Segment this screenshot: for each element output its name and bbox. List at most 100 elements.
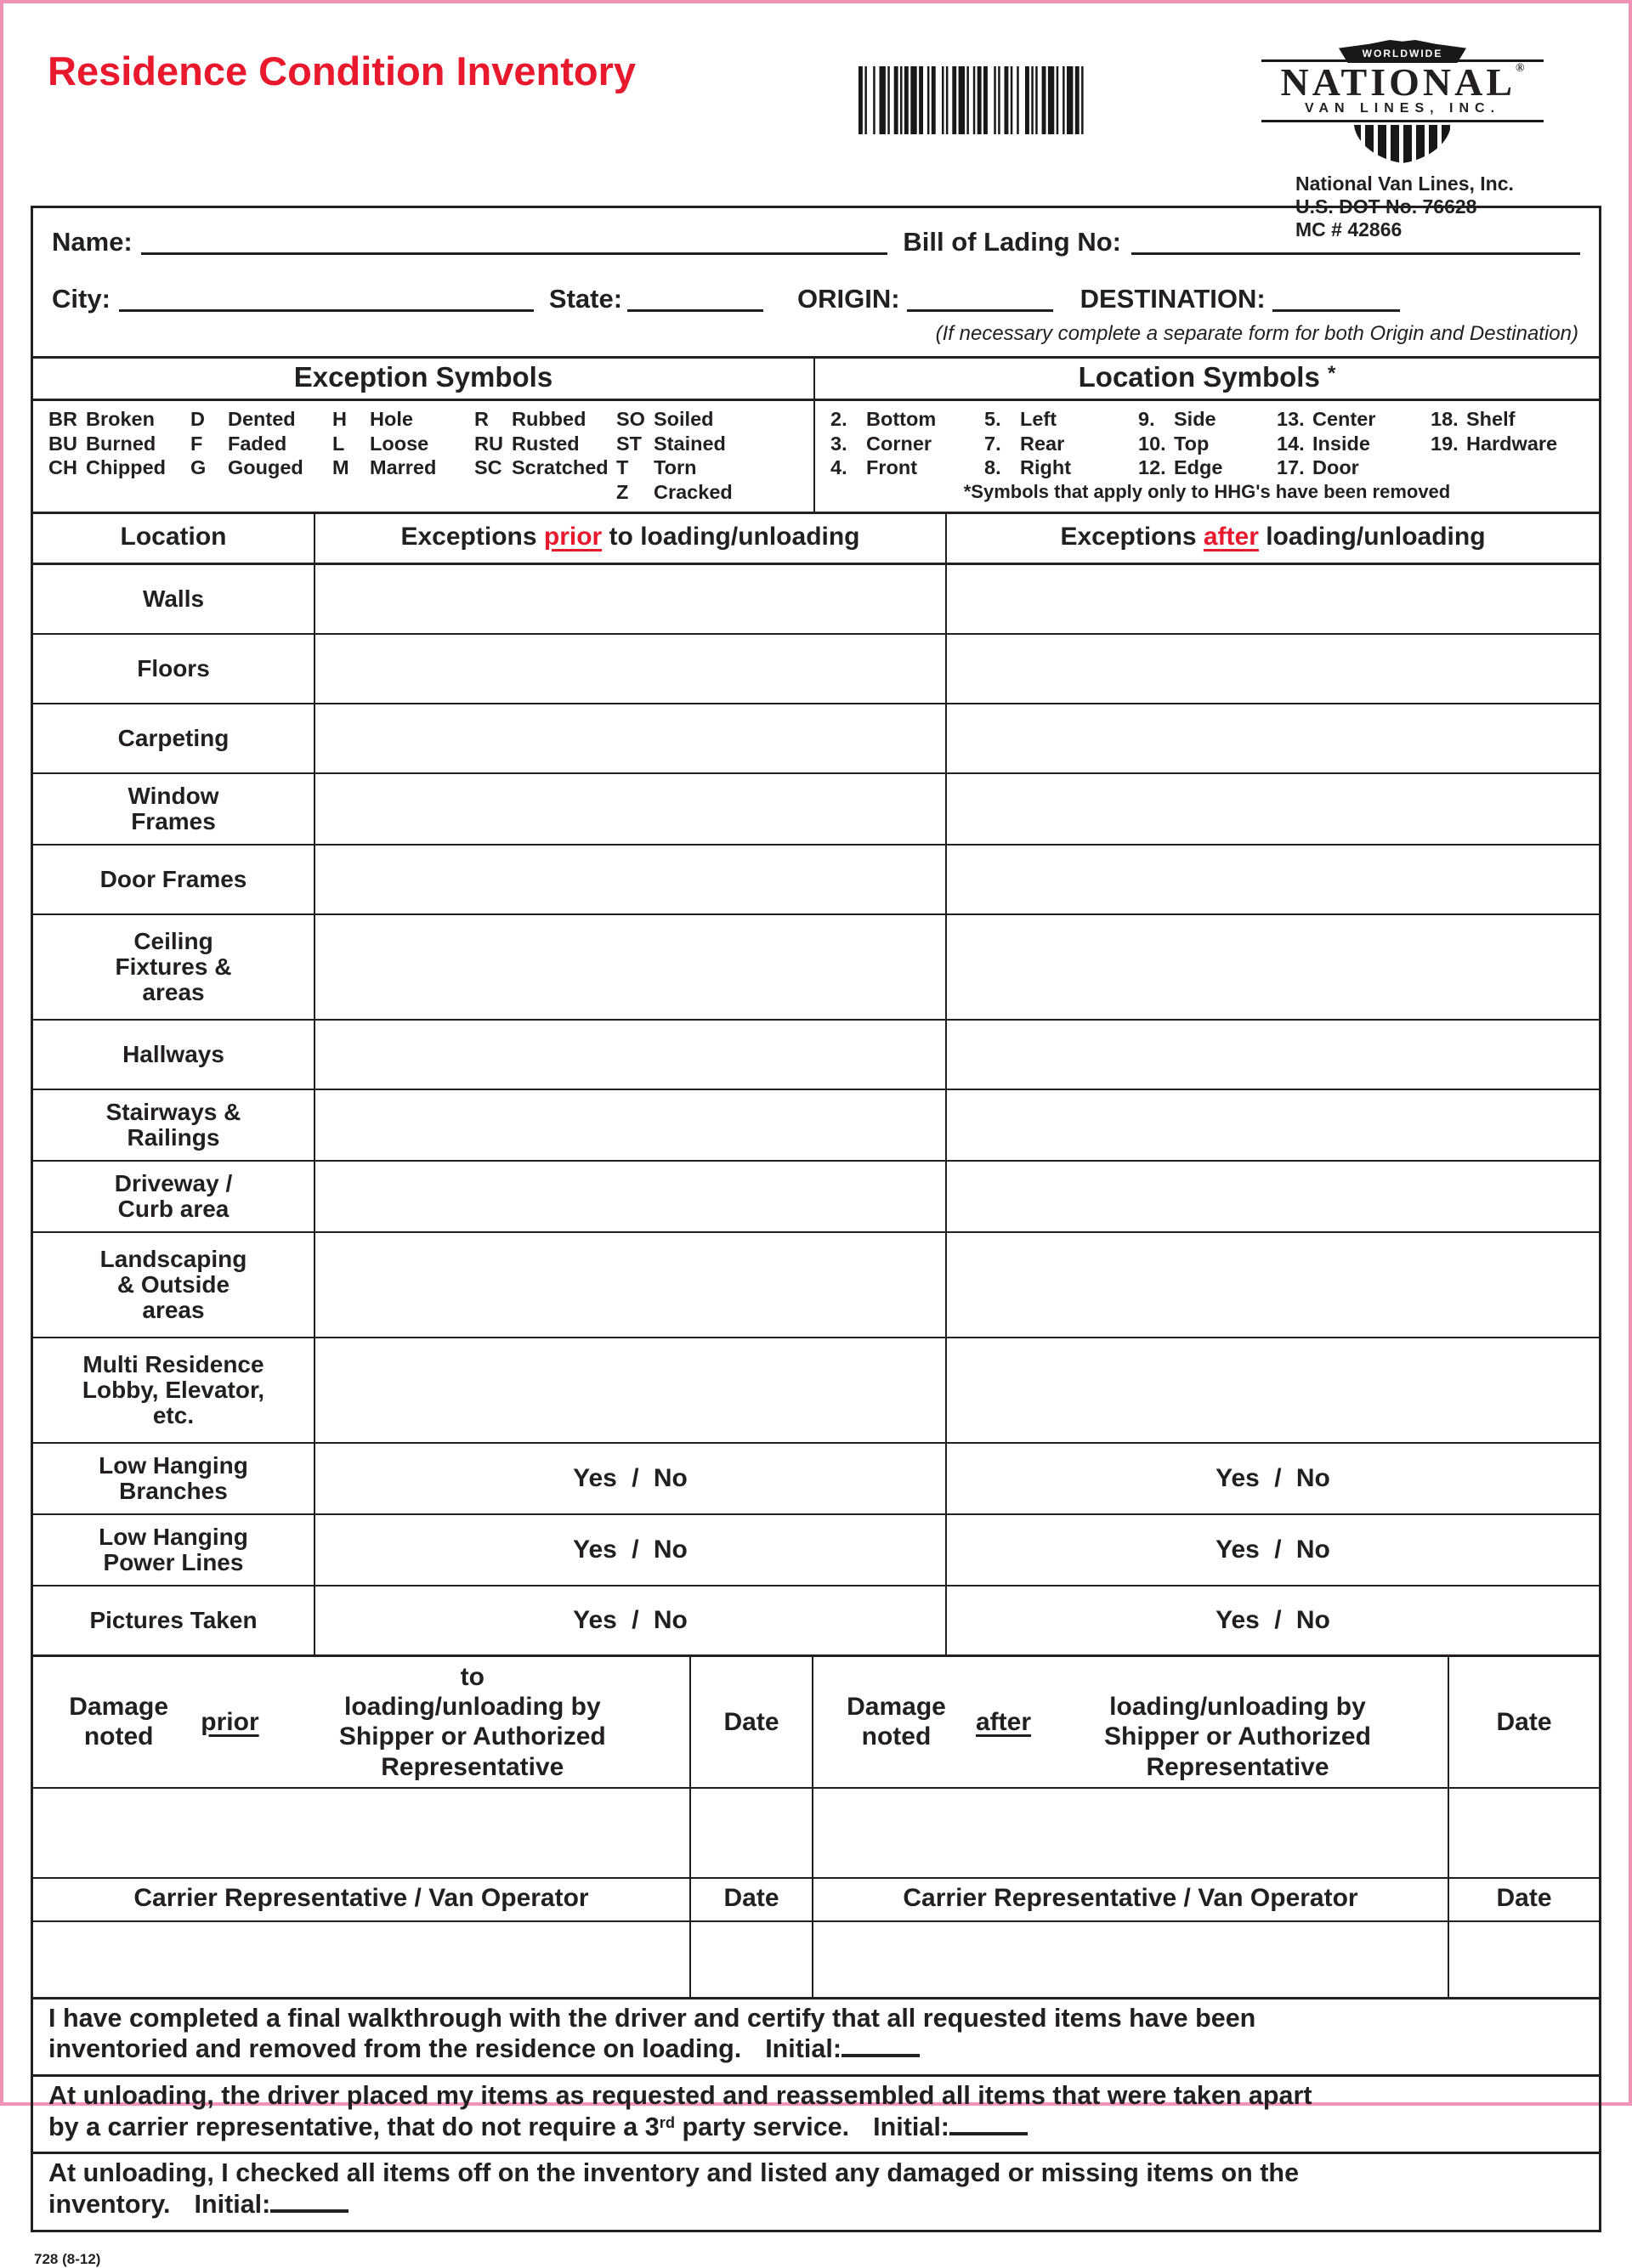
symbol-name: Faded — [228, 432, 287, 455]
after-exceptions-cell[interactable] — [945, 704, 1599, 772]
carrier-signature-row — [33, 1921, 1599, 1997]
shipper-prior-signature-cell[interactable] — [33, 1789, 689, 1877]
after-exceptions-cell[interactable]: Yes / No — [945, 1514, 1599, 1585]
company-info: National Van Lines, Inc. U.S. DOT No. 76… — [1261, 173, 1544, 241]
city-label: City: — [52, 284, 110, 314]
symbol-name: Scratched — [512, 456, 609, 479]
symbol-item: 4. Front — [830, 455, 984, 480]
prior-exceptions-cell[interactable] — [314, 634, 945, 703]
location-symbols-column: 13. Center 14. Inside 17. Door — [1277, 407, 1431, 480]
certification-reassembly: At unloading, the driver placed my items… — [31, 2073, 1601, 2155]
prior-exceptions-cell[interactable] — [314, 1161, 945, 1231]
location-cell: Stairways & Railings — [105, 1098, 241, 1151]
prior-exceptions-cell[interactable]: Yes / No — [314, 1586, 945, 1654]
prior-exceptions-cell[interactable] — [314, 704, 945, 772]
after-exceptions-cell[interactable] — [945, 564, 1599, 633]
prior-exceptions-cell[interactable] — [314, 1089, 945, 1160]
after-exceptions-cell[interactable] — [945, 1338, 1599, 1442]
table-row: Hallways — [33, 1018, 1599, 1089]
location-cell: Ceiling Fixtures & areas — [115, 927, 232, 1005]
exception-symbols-column: BR Broken BU Burned CH Chipped — [48, 407, 190, 505]
prior-exceptions-cell[interactable]: Yes / No — [314, 1514, 945, 1585]
location-symbols-grid: 2. Bottom 3. Corner 4. Front 5. Left 7. Rear 8. Ri… — [815, 401, 1599, 480]
symbol-name: Shelf — [1466, 408, 1516, 430]
date-column-header: Date — [1448, 1656, 1599, 1788]
bill-of-lading-label: Bill of Lading No: — [903, 227, 1121, 257]
carrier-after-signature-cell[interactable] — [812, 1921, 1448, 1997]
prior-exceptions-cell[interactable] — [314, 564, 945, 633]
after-exceptions-cell[interactable]: Yes / No — [945, 1586, 1599, 1654]
symbol-item: G Gouged — [190, 455, 332, 480]
symbol-item: F Faded — [190, 432, 332, 456]
city-input-line[interactable] — [118, 279, 534, 312]
location-symbols-column: 9. Side 10. Top 12. Edge — [1138, 407, 1277, 480]
location-cell: Carpeting — [117, 724, 230, 751]
after-exceptions-cell[interactable] — [945, 914, 1599, 1019]
symbol-code: CH — [48, 456, 77, 479]
damage-text: Damage noted — [69, 1693, 168, 1751]
prior-date-cell[interactable] — [689, 1789, 812, 1878]
symbol-code: 8. — [984, 456, 1001, 479]
after-exceptions-cell[interactable] — [945, 773, 1599, 844]
prior-exceptions-cell[interactable] — [314, 1232, 945, 1337]
prior-exceptions-cell[interactable] — [314, 1338, 945, 1442]
symbol-item: R Rubbed — [474, 407, 616, 432]
symbol-name: Loose — [370, 432, 429, 455]
after-exceptions-cell[interactable]: Yes / No — [945, 1443, 1599, 1513]
shipper-after-signature-cell[interactable] — [812, 1789, 1448, 1878]
after-exceptions-cell[interactable] — [945, 1232, 1599, 1337]
symbol-code: SO — [616, 408, 645, 430]
origin-input-line[interactable] — [906, 279, 1053, 312]
symbol-code: L — [332, 432, 345, 455]
prior-exceptions-cell[interactable] — [314, 773, 945, 844]
after-exceptions-cell[interactable] — [945, 1089, 1599, 1160]
initial-input-line[interactable] — [842, 2033, 920, 2058]
carrier-prior-signature-cell[interactable] — [33, 1922, 689, 1997]
shipper-info-box: Name: Bill of Lading No: City: State: OR… — [31, 206, 1601, 359]
symbol-name: Rusted — [512, 432, 580, 455]
logo-sub-text: VAN LINES, INC. — [1261, 101, 1544, 122]
symbol-code: 14. — [1277, 432, 1305, 455]
symbol-code: F — [190, 432, 203, 455]
bill-of-lading-input-line[interactable] — [1131, 222, 1580, 255]
symbol-name: Marred — [370, 456, 437, 479]
initial-label: Initial: — [194, 2189, 271, 2219]
carrier-prior-date-cell[interactable] — [689, 1921, 812, 1997]
table-row: Ceiling Fixtures & areas — [33, 913, 1599, 1019]
symbol-name: Center — [1312, 408, 1376, 430]
name-input-line[interactable] — [140, 222, 888, 255]
certification-text: party service. — [674, 2112, 850, 2141]
prior-exceptions-cell[interactable] — [314, 914, 945, 1019]
prior-exceptions-cell[interactable] — [314, 1020, 945, 1089]
after-exceptions-cell[interactable] — [945, 845, 1599, 913]
table-row: Door Frames — [33, 843, 1599, 913]
barcode — [858, 66, 1084, 134]
symbol-name: Gouged — [228, 456, 303, 479]
damage-text: loading/unloading by Shipper or Authoriz… — [1104, 1693, 1371, 1781]
symbol-name: Dented — [228, 408, 296, 430]
registered-mark: ® — [1516, 62, 1525, 75]
symbol-item: 7. Rear — [984, 432, 1138, 456]
table-row: Multi Residence Lobby, Elevator, etc. — [33, 1336, 1599, 1442]
table-row: Stairways & Railings — [33, 1088, 1599, 1160]
company-name: National Van Lines, Inc. — [1295, 172, 1514, 195]
after-exceptions-cell[interactable] — [945, 634, 1599, 703]
prior-exceptions-cell[interactable] — [314, 845, 945, 913]
origin-destination-note: (If necessary complete a separate form f… — [935, 322, 1578, 345]
location-symbols-column: 5. Left 7. Rear 8. Right — [984, 407, 1138, 480]
shipper-signature-row — [33, 1789, 1599, 1878]
after-exceptions-cell[interactable] — [945, 1020, 1599, 1089]
prior-exceptions-cell[interactable]: Yes / No — [314, 1443, 945, 1513]
initial-input-line[interactable] — [270, 2189, 349, 2213]
mc-number: MC # 42866 — [1295, 218, 1402, 241]
symbol-item: 14. Inside — [1277, 432, 1431, 456]
symbol-code: D — [190, 408, 205, 430]
initial-input-line[interactable] — [949, 2112, 1028, 2135]
state-input-line[interactable] — [627, 279, 764, 312]
after-exceptions-cell[interactable] — [945, 1161, 1599, 1231]
state-label: State: — [548, 284, 623, 314]
destination-input-line[interactable] — [1272, 279, 1400, 312]
carrier-after-date-cell[interactable] — [1448, 1921, 1599, 1997]
symbol-name: Torn — [654, 456, 697, 479]
after-date-cell[interactable] — [1448, 1789, 1599, 1878]
